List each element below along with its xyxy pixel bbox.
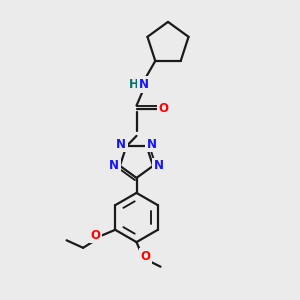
Text: O: O [91, 229, 101, 242]
Text: N: N [139, 78, 149, 91]
Text: N: N [147, 137, 157, 151]
Text: N: N [154, 159, 164, 172]
Text: N: N [116, 137, 126, 151]
Text: N: N [109, 159, 119, 172]
Text: H: H [129, 78, 138, 91]
Text: O: O [158, 102, 169, 115]
Text: O: O [140, 250, 151, 263]
